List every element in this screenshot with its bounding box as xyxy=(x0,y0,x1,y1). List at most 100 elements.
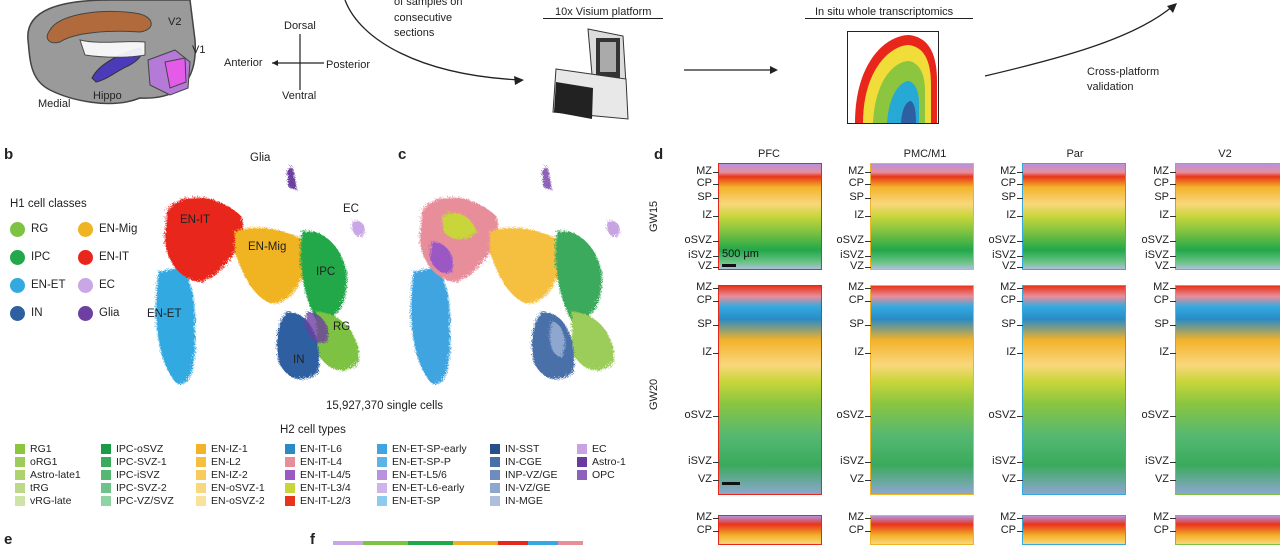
validation-text-2: validation xyxy=(1087,81,1134,93)
h1-legend-label: IPC xyxy=(31,251,51,263)
cortical-layer-tick xyxy=(1170,172,1176,173)
h2-legend-swatch xyxy=(196,470,206,480)
cortical-layer-label: VZ xyxy=(697,260,712,272)
h2-legend-swatch xyxy=(577,444,587,454)
tissue-section-panel xyxy=(718,163,822,270)
h1-legend-swatch xyxy=(78,222,93,237)
tissue-section-panel xyxy=(1175,515,1280,545)
cortical-layer-tick xyxy=(1017,241,1023,242)
cortical-layer-tick xyxy=(1170,288,1176,289)
cortical-layer-tick xyxy=(865,198,871,199)
cortical-layer-label: IZ xyxy=(1159,209,1169,221)
umap-h2-region-en-it xyxy=(418,195,496,280)
h2-legend-label: EN-ET-SP xyxy=(392,495,441,507)
cortical-layer-label: MZ xyxy=(1000,281,1016,293)
h2-legend-swatch xyxy=(196,457,206,467)
cortical-layer-label: SP xyxy=(697,191,712,203)
arrow-to-insitu xyxy=(684,66,778,74)
tissue-section-panel xyxy=(1175,163,1280,270)
cortical-layer-tick xyxy=(1017,184,1023,185)
region-title-pfc: PFC xyxy=(758,148,780,160)
cortical-layer-tick xyxy=(1170,216,1176,217)
cortical-layer-tick xyxy=(713,198,719,199)
h2-legend-swatch xyxy=(490,444,500,454)
cortical-layer-tick xyxy=(1170,353,1176,354)
cortical-layer-tick xyxy=(1017,518,1023,519)
h2-legend-swatch xyxy=(101,470,111,480)
cortical-layer-label: MZ xyxy=(1000,511,1016,523)
panel-letter-c: c xyxy=(398,146,407,163)
h2-legend-swatch xyxy=(15,470,25,480)
h2-legend-swatch xyxy=(490,470,500,480)
orientation-compass xyxy=(272,34,324,90)
h2-legend-swatch xyxy=(196,444,206,454)
gw15-label: GW15 xyxy=(648,200,660,232)
cortical-layer-label: IZ xyxy=(1006,209,1016,221)
cortical-layer-tick xyxy=(1170,416,1176,417)
cortical-layer-label: MZ xyxy=(1153,281,1169,293)
h1-legend-swatch xyxy=(10,222,25,237)
samples-text-1: of samples on xyxy=(394,0,463,8)
cortical-layer-tick xyxy=(713,416,719,417)
cortical-layer-label: iSVZ xyxy=(992,455,1016,467)
umap-h1 xyxy=(154,164,364,383)
umap-h2-region-ec xyxy=(604,218,619,235)
insitu-label: In situ whole transcriptomics xyxy=(815,6,954,18)
cortical-layer-tick xyxy=(713,241,719,242)
cortical-layer-tick xyxy=(713,353,719,354)
cortical-layer-tick xyxy=(1017,172,1023,173)
cortical-layer-tick xyxy=(1170,325,1176,326)
cortical-layer-label: oSVZ xyxy=(684,234,712,246)
cortical-layer-label: IZ xyxy=(854,346,864,358)
tissue-section-panel xyxy=(870,163,974,270)
cortical-layer-tick xyxy=(713,267,719,268)
h1-legend-swatch xyxy=(78,306,93,321)
cortical-layer-tick xyxy=(865,518,871,519)
panel-f-colorbar xyxy=(333,541,583,545)
cortical-layer-label: VZ xyxy=(1001,260,1016,272)
cortical-layer-label: CP xyxy=(696,177,712,189)
samples-text-2: consecutive xyxy=(394,12,453,24)
h2-legend-label: EN-IZ-1 xyxy=(211,443,248,455)
cortical-layer-label: SP xyxy=(1154,318,1169,330)
cortical-layer-label: MZ xyxy=(696,165,712,177)
h1-legend-label: Glia xyxy=(99,307,120,319)
panel-letter-e: e xyxy=(4,531,13,548)
cortical-layer-label: MZ xyxy=(1153,511,1169,523)
cortical-layer-label: CP xyxy=(1153,177,1169,189)
h2-legend-swatch xyxy=(377,470,387,480)
panel-letter-b: b xyxy=(4,146,14,163)
umap-region-en-et xyxy=(154,265,194,383)
cortical-layer-label: CP xyxy=(1153,294,1169,306)
cortical-layer-label: MZ xyxy=(1000,165,1016,177)
cortical-layer-tick xyxy=(865,184,871,185)
cortical-layer-label: oSVZ xyxy=(988,234,1016,246)
h1-legend-title: H1 cell classes xyxy=(10,198,87,210)
h2-legend-swatch xyxy=(101,457,111,467)
tissue-section-panel xyxy=(1022,163,1126,270)
cortical-layer-tick xyxy=(713,325,719,326)
cortical-layer-label: IZ xyxy=(854,209,864,221)
cortical-layer-label: VZ xyxy=(697,473,712,485)
cortical-layer-tick xyxy=(865,288,871,289)
anterior-label: Anterior xyxy=(224,57,263,69)
cortical-layer-label: iSVZ xyxy=(1145,455,1169,467)
hippo-label: Hippo xyxy=(93,90,122,102)
cortical-layer-tick xyxy=(713,462,719,463)
cortical-layer-tick xyxy=(865,216,871,217)
h2-legend-label: oRG1 xyxy=(30,456,58,468)
cortical-layer-label: CP xyxy=(848,294,864,306)
medial-label: Medial xyxy=(38,98,71,110)
cortical-layer-tick xyxy=(1017,288,1023,289)
h2-legend-label: EN-IT-L2/3 xyxy=(300,495,351,507)
h2-legend-swatch xyxy=(196,496,206,506)
h2-legend-swatch xyxy=(101,483,111,493)
h1-legend-label: RG xyxy=(31,223,49,235)
tissue-section-panel xyxy=(1022,515,1126,545)
panel-letter-f: f xyxy=(310,531,315,548)
umap-label-ec: EC xyxy=(343,203,359,215)
h2-legend-swatch xyxy=(377,457,387,467)
cortical-layer-label: iSVZ xyxy=(840,249,864,261)
h2-legend-swatch xyxy=(285,496,295,506)
cortical-layer-label: IZ xyxy=(1006,346,1016,358)
